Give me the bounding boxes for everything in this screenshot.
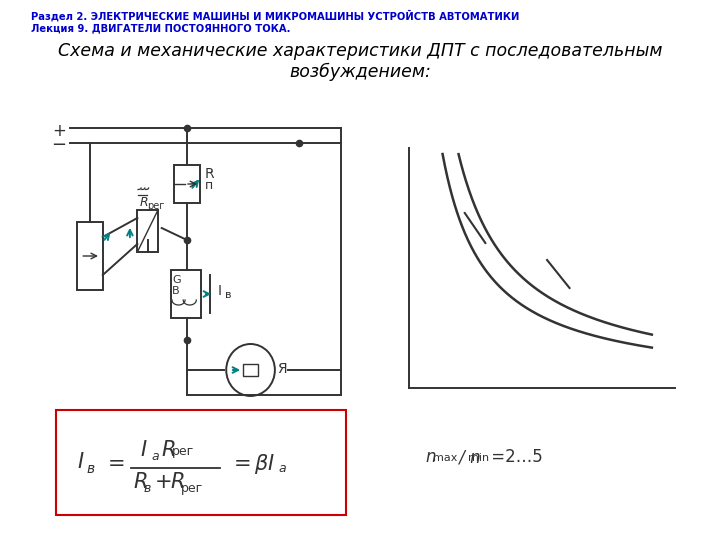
Text: $I$: $I$ — [140, 440, 148, 460]
Text: a: a — [279, 462, 287, 475]
Text: рег: рег — [181, 482, 204, 495]
Circle shape — [226, 344, 275, 396]
Bar — [174, 165, 200, 203]
Text: R: R — [204, 167, 215, 181]
Text: I: I — [218, 284, 222, 298]
Text: в: в — [225, 290, 232, 300]
Text: =2…5: =2…5 — [486, 448, 543, 466]
Bar — [76, 222, 103, 290]
Text: G: G — [172, 275, 181, 285]
Text: Раздел 2. ЭЛЕКТРИЧЕСКИЕ МАШИНЫ И МИКРОМАШИНЫ УСТРОЙСТВ АВТОМАТИКИ: Раздел 2. ЭЛЕКТРИЧЕСКИЕ МАШИНЫ И МИКРОМА… — [31, 10, 519, 22]
Text: п: п — [204, 179, 213, 192]
Text: n: n — [426, 448, 436, 466]
Text: max: max — [433, 453, 457, 463]
Text: $R$: $R$ — [161, 440, 175, 460]
Text: в: в — [87, 462, 95, 476]
Text: рег: рег — [172, 445, 194, 458]
Bar — [56, 410, 346, 515]
Text: min: min — [467, 453, 489, 463]
Text: R: R — [139, 196, 148, 209]
Bar — [138, 210, 158, 252]
Text: Лекция 9. ДВИГАТЕЛИ ПОСТОЯННОГО ТОКА.: Лекция 9. ДВИГАТЕЛИ ПОСТОЯННОГО ТОКА. — [31, 23, 290, 33]
Text: +: + — [52, 122, 66, 140]
Bar — [243, 364, 258, 376]
Bar — [171, 270, 201, 318]
Text: / n: / n — [454, 448, 480, 466]
Text: Схема и механические характеристики ДПТ с последовательным
возбуждением:: Схема и механические характеристики ДПТ … — [58, 42, 662, 81]
Text: рег: рег — [147, 201, 164, 211]
Text: $+$: $+$ — [154, 472, 171, 492]
Text: a: a — [151, 450, 159, 463]
Text: Я: Я — [276, 362, 287, 376]
Text: в: в — [144, 482, 151, 495]
Text: B: B — [172, 286, 179, 296]
Text: −: − — [51, 136, 66, 154]
Text: $R$: $R$ — [170, 472, 184, 492]
Text: $R$: $R$ — [132, 472, 147, 492]
Text: $= \beta I$: $= \beta I$ — [229, 452, 276, 476]
Text: $=$: $=$ — [103, 452, 125, 472]
Text: $I$: $I$ — [76, 452, 84, 472]
